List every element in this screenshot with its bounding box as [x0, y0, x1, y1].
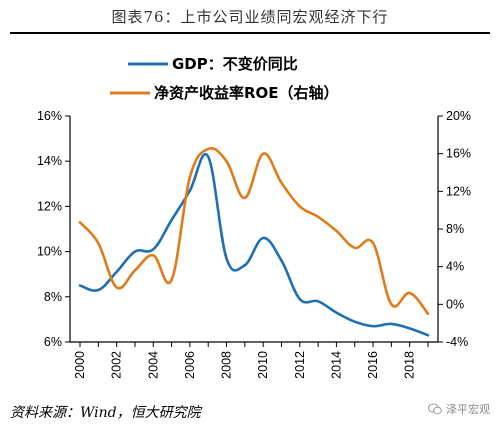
line-chart: 6% 8% 10% 12% 14% 16% -4% 0% 4% 8% 12% 16% 20% 2000 20…: [37, 55, 471, 379]
right-axis-tick-label: 0%: [446, 297, 464, 311]
x-axis-tick-label: 2008: [220, 351, 234, 379]
watermark: 泽平宏观: [428, 401, 490, 417]
gdp-series-line: [78, 152, 430, 337]
right-axis-tick-label: 4%: [446, 260, 464, 274]
x-axis-tick-label: 2002: [110, 351, 124, 379]
left-axis-tick-label: 6%: [44, 335, 62, 349]
legend-label-gdp: GDP：不变价同比: [172, 55, 298, 73]
x-axis-tick-label: 2018: [403, 351, 417, 379]
left-axis-tick-label: 14%: [37, 154, 62, 168]
x-axis-tick-label: 2016: [366, 351, 380, 379]
x-axis-tick-label: 2014: [329, 351, 343, 379]
watermark-text: 泽平宏观: [446, 403, 490, 416]
x-axis-tick-label: 2000: [73, 351, 87, 379]
right-axis-tick-label: 16%: [446, 147, 471, 161]
roe-series-line: [78, 147, 430, 316]
right-axis-tick-label: 12%: [446, 184, 471, 198]
right-axis-tick-label: 20%: [446, 109, 471, 123]
x-axis-tick-label: 2004: [146, 351, 160, 379]
right-axis-tick-label: -4%: [446, 335, 468, 349]
x-axis-tick-label: 2006: [183, 351, 197, 379]
left-axis-tick-label: 16%: [37, 109, 62, 123]
x-axis-tick-label: 2010: [256, 351, 270, 379]
right-axis-tick-label: 8%: [446, 222, 464, 236]
wechat-icon: [428, 403, 442, 415]
x-axis-tick-label: 2012: [293, 351, 307, 379]
legend-label-roe: 净资产收益率ROE（右轴）: [154, 84, 339, 102]
title-rule: [10, 32, 490, 34]
left-axis-tick-label: 8%: [44, 290, 62, 304]
left-axis-tick-label: 12%: [37, 199, 62, 213]
source-note: 资料来源：Wind，恒大研究院: [10, 405, 201, 421]
chart-axes: 6% 8% 10% 12% 14% 16% -4% 0% 4% 8% 12% 16% 20% 2000 20…: [37, 109, 471, 379]
chart-series: [78, 147, 430, 337]
chart-title: 图表76：上市公司业绩同宏观经济下行: [111, 8, 389, 26]
left-axis-tick-label: 10%: [37, 245, 62, 259]
